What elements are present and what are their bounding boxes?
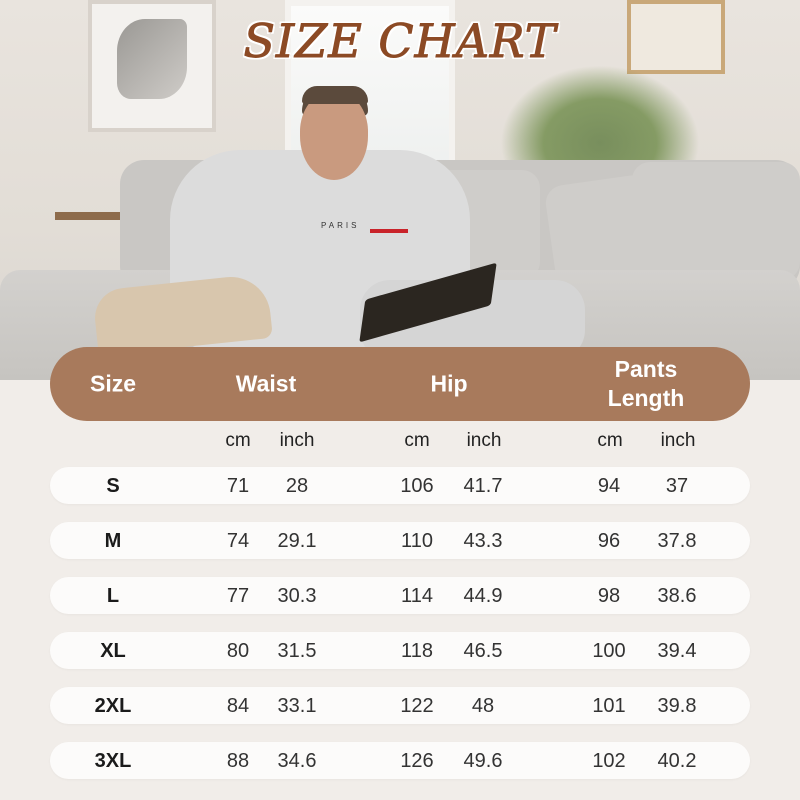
wall-art — [88, 0, 216, 132]
cell-hip-cm: 110 — [401, 530, 433, 552]
side-table — [55, 212, 130, 220]
unit-label: cm — [404, 430, 430, 451]
cell-size: S — [106, 475, 120, 497]
table-row: 2XL 84 33.1 122 48 101 39.8 — [50, 687, 750, 724]
shirt-print: PARIS — [321, 221, 360, 230]
cell-waist-cm: 84 — [226, 695, 250, 717]
cell-len-cm: 101 — [592, 695, 626, 717]
cell-size: 3XL — [94, 750, 132, 772]
cell-len-in: 37.8 — [657, 530, 697, 552]
cell-len-in: 37 — [665, 475, 689, 497]
model-hair — [302, 86, 368, 104]
units-row: cm inch cm inch cm inch — [0, 430, 800, 454]
cell-len-cm: 102 — [592, 750, 626, 772]
cell-size: XL — [100, 640, 126, 662]
cell-len-in: 39.4 — [657, 640, 697, 662]
table-row: 3XL 88 34.6 126 49.6 102 40.2 — [50, 742, 750, 779]
table-row: L 77 30.3 114 44.9 98 38.6 — [50, 577, 750, 614]
cell-hip-in: 49.6 — [463, 750, 503, 772]
unit-label: inch — [279, 430, 315, 451]
header-pants-length: Pants Length — [607, 356, 685, 411]
cell-waist-in: 34.6 — [277, 750, 317, 772]
cell-len-in: 39.8 — [657, 695, 697, 717]
cell-len-cm: 98 — [597, 585, 621, 607]
product-photo: PARIS — [0, 0, 800, 380]
cell-waist-in: 28 — [285, 475, 309, 497]
cell-waist-cm: 71 — [226, 475, 250, 497]
cell-hip-cm: 122 — [400, 695, 434, 717]
cell-hip-in: 46.5 — [463, 640, 503, 662]
cell-waist-in: 31.5 — [277, 640, 317, 662]
shirt-stripe — [370, 229, 408, 233]
cell-len-cm: 96 — [597, 530, 621, 552]
cell-waist-cm: 74 — [226, 530, 250, 552]
cell-hip-cm: 114 — [401, 585, 433, 607]
cell-waist-cm: 88 — [226, 750, 250, 772]
unit-label: inch — [660, 430, 696, 451]
model-head — [300, 92, 368, 180]
cell-waist-cm: 77 — [226, 585, 250, 607]
cell-hip-cm: 118 — [401, 640, 433, 662]
header-waist: Waist — [235, 370, 297, 397]
cell-size: L — [106, 585, 120, 607]
cell-len-in: 38.6 — [657, 585, 697, 607]
header-size: Size — [89, 370, 137, 397]
cushion — [632, 162, 800, 280]
cell-len-in: 40.2 — [657, 750, 697, 772]
table-row: S 71 28 106 41.7 94 37 — [50, 467, 750, 504]
unit-label: inch — [466, 430, 502, 451]
header-hip: Hip — [430, 370, 468, 397]
cell-hip-in: 43.3 — [463, 530, 503, 552]
table-header: Size Waist Hip Pants Length — [50, 347, 750, 421]
cell-len-cm: 100 — [592, 640, 626, 662]
page-title: SIZE CHART — [243, 14, 557, 69]
unit-label: cm — [597, 430, 623, 451]
cell-waist-in: 30.3 — [277, 585, 317, 607]
cell-hip-in: 48 — [471, 695, 495, 717]
cell-hip-cm: 106 — [400, 475, 434, 497]
cell-size: M — [104, 530, 122, 552]
cell-hip-in: 41.7 — [463, 475, 503, 497]
cell-size: 2XL — [94, 695, 132, 717]
cell-waist-cm: 80 — [226, 640, 250, 662]
table-row: XL 80 31.5 118 46.5 100 39.4 — [50, 632, 750, 669]
cell-waist-in: 29.1 — [277, 530, 317, 552]
cell-waist-in: 33.1 — [277, 695, 317, 717]
cell-hip-cm: 126 — [400, 750, 434, 772]
unit-label: cm — [225, 430, 251, 451]
table-row: M 74 29.1 110 43.3 96 37.8 — [50, 522, 750, 559]
cell-len-cm: 94 — [597, 475, 621, 497]
wall-art — [627, 0, 725, 74]
cell-hip-in: 44.9 — [463, 585, 503, 607]
